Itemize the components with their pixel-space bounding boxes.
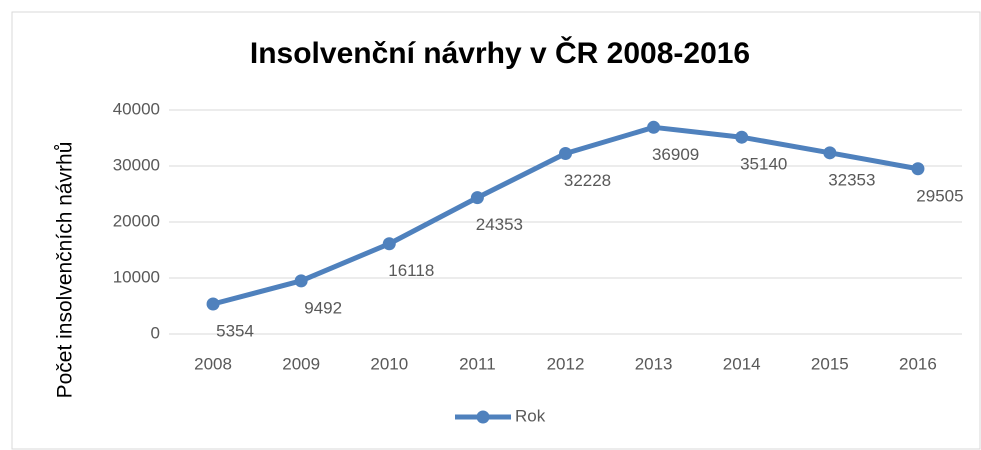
point — [206, 297, 220, 311]
x-tick-label: 2013 — [635, 354, 673, 373]
data-label: 35140 — [740, 155, 787, 174]
x-tick-label: 2014 — [723, 354, 761, 373]
grid: 0 10000 20000 30000 40000 2008 2009 2010 2011 201… — [113, 99, 962, 373]
y-tick-label: 20000 — [113, 211, 160, 230]
legend-label: Rok — [515, 406, 546, 425]
data-label: 5354 — [216, 322, 254, 341]
y-tick-label: 10000 — [113, 267, 160, 286]
x-tick-label: 2008 — [194, 354, 232, 373]
chart-frame — [11, 11, 981, 450]
data-label: 36909 — [652, 145, 699, 164]
x-tick-label: 2009 — [282, 354, 320, 373]
point — [647, 120, 661, 134]
data-label: 32228 — [564, 171, 611, 190]
chart-title: Insolvenční návrhy v ČR 2008-2016 — [250, 36, 750, 70]
y-tick-label: 0 — [151, 323, 160, 342]
plot: 5354 9492 16118 24353 32228 36909 35140 32353 29… — [206, 120, 964, 425]
data-label: 32353 — [828, 170, 875, 189]
x-tick-label: 2010 — [370, 354, 408, 373]
x-tick-label: 2016 — [899, 354, 937, 373]
point — [911, 162, 925, 176]
data-label: 9492 — [304, 298, 342, 317]
y-tick-label: 30000 — [113, 155, 160, 174]
point — [382, 237, 396, 251]
data-label: 16118 — [388, 261, 434, 280]
x-tick-label: 2011 — [459, 354, 496, 373]
point — [735, 130, 749, 144]
y-axis-label: Počet insolvenčních návrhů — [54, 142, 77, 399]
x-tick-label: 2015 — [811, 354, 849, 373]
point — [559, 147, 572, 161]
y-tick-label: 40000 — [113, 99, 160, 118]
legend-marker — [476, 410, 490, 424]
data-label: 24353 — [476, 215, 523, 234]
point — [470, 191, 484, 205]
data-label: 29505 — [916, 186, 963, 205]
x-tick-label: 2012 — [547, 354, 585, 373]
point — [823, 146, 837, 160]
point — [294, 274, 308, 288]
